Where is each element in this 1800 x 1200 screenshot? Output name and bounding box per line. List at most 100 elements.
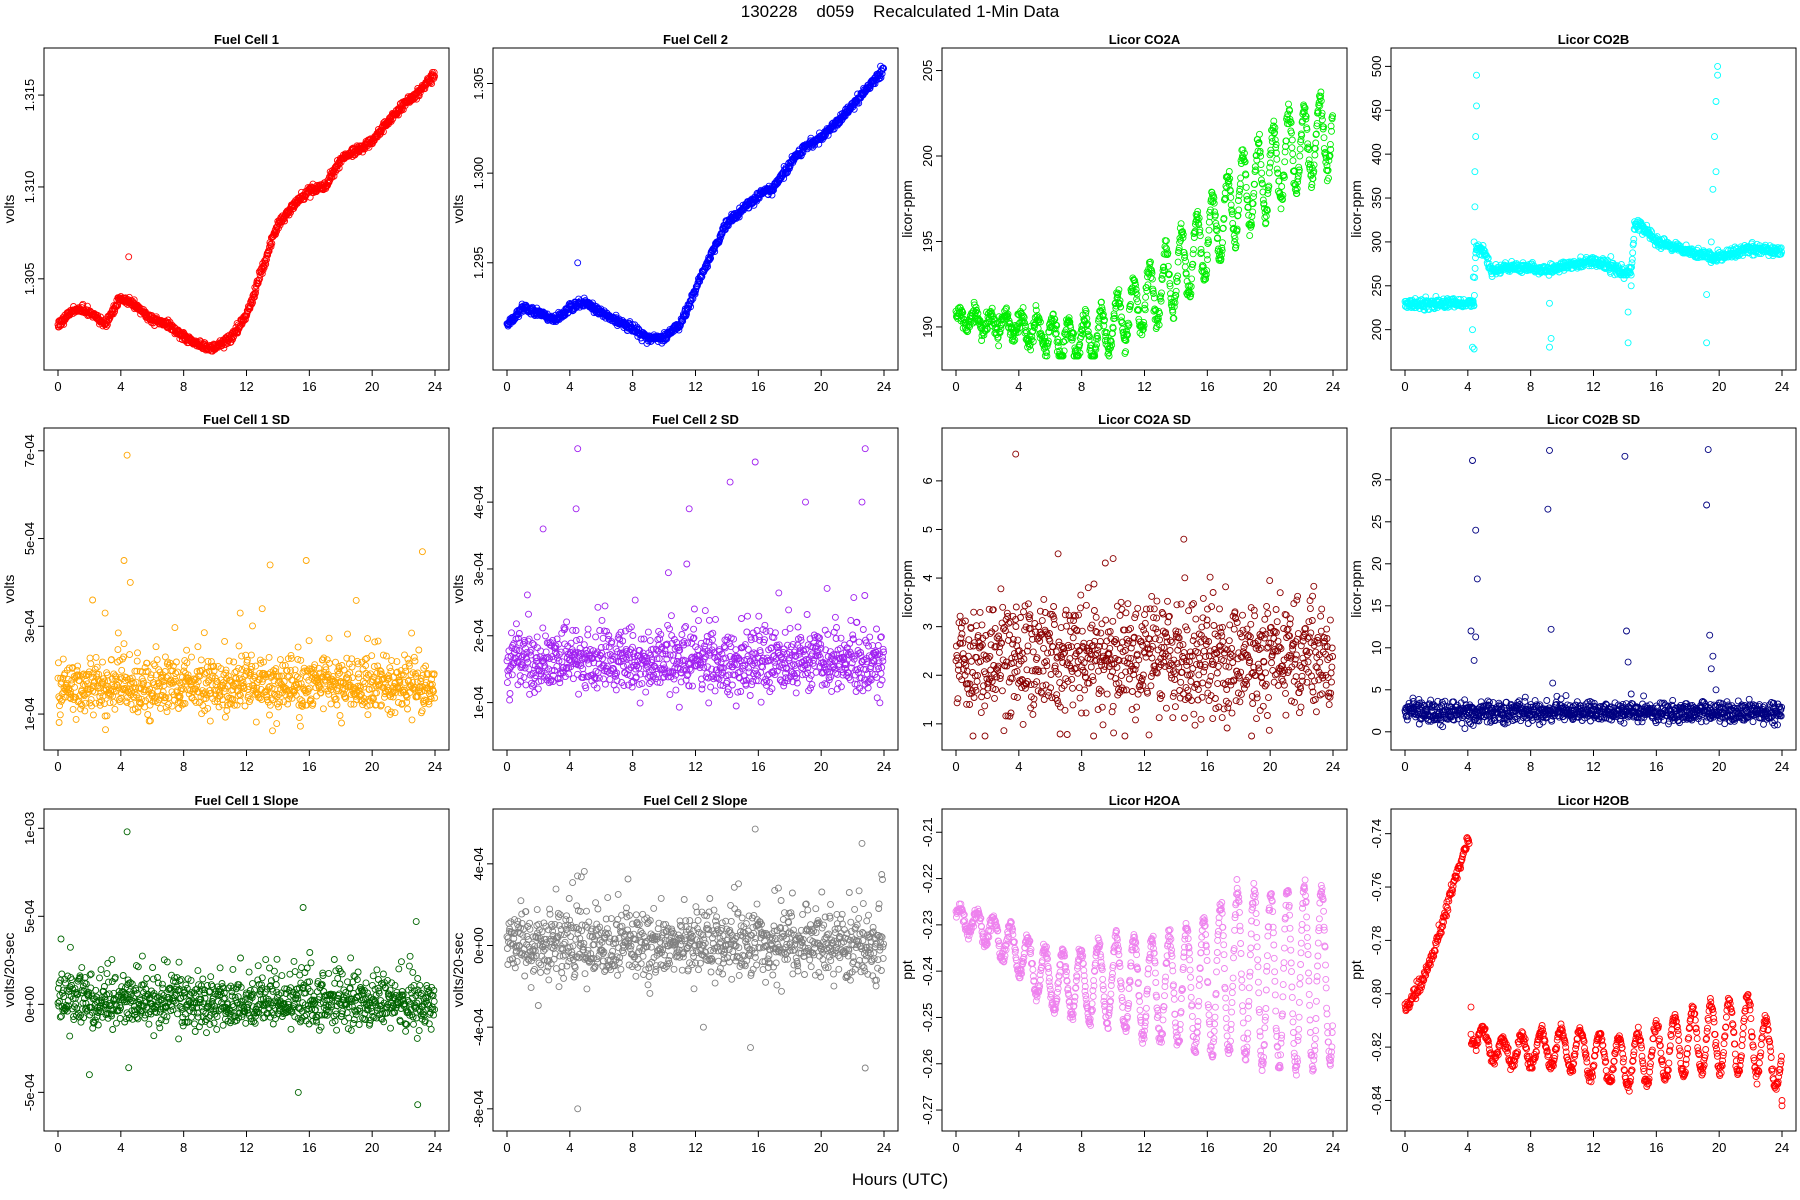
data-point <box>1320 134 1328 142</box>
data-points <box>1401 62 1786 353</box>
y-axis-label: licor-ppm <box>899 180 915 238</box>
data-point <box>1273 155 1281 163</box>
data-point <box>69 705 77 713</box>
data-point <box>168 702 176 710</box>
data-point <box>221 637 229 645</box>
data-point <box>1196 232 1204 240</box>
y-tick-label: 5e-04 <box>22 522 37 555</box>
y-axis-label: volts <box>1 195 17 224</box>
data-point <box>1204 256 1211 264</box>
data-point <box>313 692 321 700</box>
x-tick-label: 4 <box>566 379 573 394</box>
data-point <box>238 652 246 660</box>
data-point <box>1471 203 1479 211</box>
data-point <box>1311 151 1319 159</box>
data-point <box>55 719 63 726</box>
data-point <box>1547 334 1555 342</box>
data-point <box>295 714 303 722</box>
data-point <box>252 289 259 296</box>
data-point <box>1714 71 1722 79</box>
data-point <box>1703 291 1711 299</box>
data-point <box>172 658 180 666</box>
data-point <box>267 243 275 251</box>
data-point <box>114 646 122 654</box>
x-tick-label: 0 <box>952 379 959 394</box>
x-tick-label: 0 <box>503 379 510 394</box>
panel-title: Fuel Cell 1 <box>214 32 279 47</box>
data-point <box>1469 343 1476 351</box>
data-point <box>171 624 179 632</box>
data-point <box>1172 287 1180 295</box>
y-axis-label: volts <box>1 575 17 604</box>
x-tick-label: 24 <box>1326 379 1340 394</box>
data-point <box>1277 205 1285 213</box>
y-tick-label: 1.305 <box>22 263 37 296</box>
data-point <box>431 72 439 80</box>
data-point <box>430 71 437 79</box>
x-tick-label: 16 <box>1200 379 1214 394</box>
data-point <box>236 697 244 705</box>
y-tick-label: 3e-04 <box>22 610 37 643</box>
data-point <box>1471 168 1479 176</box>
data-point <box>334 670 342 678</box>
data-point <box>1470 291 1478 299</box>
data-point <box>1256 130 1263 138</box>
data-point <box>338 719 345 727</box>
x-tick-label: 12 <box>1586 379 1600 394</box>
data-point <box>188 653 195 661</box>
x-tick-label: 8 <box>1078 379 1085 394</box>
data-point <box>296 695 304 703</box>
data-point <box>265 247 273 255</box>
y-tick-label: 1e-04 <box>22 697 37 730</box>
data-point <box>163 708 171 716</box>
data-point <box>1473 102 1480 110</box>
x-tick-label: 12 <box>1137 379 1151 394</box>
data-point <box>206 717 214 725</box>
data-point <box>294 643 302 651</box>
data-point <box>86 654 94 662</box>
x-tick-label: 24 <box>428 759 442 774</box>
y-tick-label: 1.305 <box>471 67 486 100</box>
data-point <box>152 643 160 651</box>
data-point <box>267 240 275 248</box>
x-tick-label: 4 <box>1015 379 1022 394</box>
data-point <box>1190 246 1197 254</box>
data-point <box>247 651 255 659</box>
data-point <box>276 656 284 664</box>
data-point <box>151 662 159 670</box>
data-point <box>157 704 164 712</box>
data-point <box>1288 144 1296 152</box>
data-point <box>144 711 152 718</box>
y-tick-label: 300 <box>1369 231 1384 253</box>
data-point <box>296 722 304 730</box>
data-point <box>1703 339 1711 347</box>
x-tick-label: 8 <box>1527 379 1534 394</box>
data-point <box>126 651 134 659</box>
x-tick-label: 0 <box>54 759 61 774</box>
x-tick-label: 12 <box>239 759 253 774</box>
data-point <box>114 629 122 637</box>
x-tick-label: 16 <box>302 759 316 774</box>
data-point <box>91 688 99 696</box>
data-point <box>1265 169 1273 177</box>
data-point <box>1266 163 1274 171</box>
data-point <box>1471 264 1479 272</box>
data-point <box>268 240 276 247</box>
data-point <box>1546 299 1553 307</box>
plot-frame <box>1390 47 1797 371</box>
panel-title: Fuel Cell 2 <box>663 32 728 47</box>
data-point <box>272 230 279 238</box>
x-tick-label: 20 <box>1712 379 1726 394</box>
data-point <box>132 678 140 686</box>
data-point <box>254 279 262 287</box>
x-tick-label: 12 <box>688 379 702 394</box>
data-point <box>265 653 273 661</box>
y-tick-label: 350 <box>1369 187 1384 209</box>
data-point <box>1317 88 1325 96</box>
data-point <box>1472 133 1480 141</box>
data-point <box>1235 206 1243 214</box>
data-point <box>1630 235 1638 243</box>
data-point <box>1318 116 1326 124</box>
x-tick-label: 20 <box>1263 379 1277 394</box>
